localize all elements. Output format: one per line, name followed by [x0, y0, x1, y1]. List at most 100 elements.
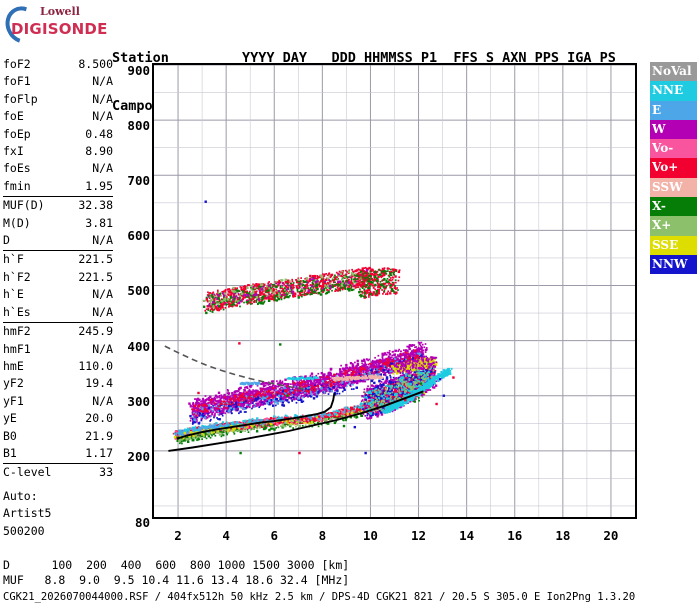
footer-file-row: CGK21_2026070044000.RSF / 404fx512h 50 k…	[3, 590, 635, 605]
x-tick-label: 2	[174, 528, 182, 543]
legend-item-w[interactable]: W	[650, 120, 697, 139]
param-value: 21.9	[85, 428, 113, 445]
param-value: 3.81	[85, 215, 113, 232]
y-tick-label: 800	[127, 118, 150, 133]
footer-distance-row: D 100 200 400 600 800 1000 1500 3000 [km…	[3, 558, 635, 573]
x-tick-label: 8	[319, 528, 327, 543]
param-key: foEp	[3, 126, 31, 143]
legend-item-noval[interactable]: NoVal	[650, 62, 697, 81]
param-key: hmF1	[3, 341, 31, 358]
auto-code: 500200	[3, 523, 113, 540]
param-key: B1	[3, 445, 17, 462]
param-value: N/A	[92, 232, 113, 249]
param-key: foEs	[3, 160, 31, 177]
legend-item-x-[interactable]: X-	[650, 197, 697, 216]
param-value: 32.38	[78, 197, 113, 214]
param-row: D N/A	[3, 232, 113, 249]
legend-item-x-[interactable]: X+	[650, 216, 697, 235]
param-key: M(D)	[3, 215, 31, 232]
param-key: foE	[3, 108, 24, 125]
param-row: fmin 1.95	[3, 178, 113, 195]
logo-digisonde-text: DIGISONDE	[11, 20, 108, 38]
x-tick-label: 16	[507, 528, 522, 543]
param-value: 221.5	[78, 269, 113, 286]
param-key: yF2	[3, 375, 24, 392]
param-value: 110.0	[78, 358, 113, 375]
param-key: D	[3, 232, 10, 249]
param-row: fxI 8.90	[3, 143, 113, 160]
param-row: h`Es N/A	[3, 304, 113, 321]
param-value: 33	[99, 464, 113, 481]
y-tick-label: 900	[127, 63, 150, 78]
param-row: yF2 19.4	[3, 375, 113, 392]
param-row: MUF(D) 32.38	[3, 197, 113, 214]
param-value: N/A	[92, 341, 113, 358]
y-tick-label: 400	[127, 339, 150, 354]
param-value: 1.17	[85, 445, 113, 462]
digisonde-logo: Lowell DIGISONDE	[2, 3, 114, 41]
param-key: foF1	[3, 73, 31, 90]
x-tick-label: 10	[363, 528, 378, 543]
param-row: M(D) 3.81	[3, 215, 113, 232]
param-key: MUF(D)	[3, 197, 45, 214]
ionogram-plot-area[interactable]	[152, 63, 637, 519]
param-value: N/A	[92, 108, 113, 125]
param-key: h`Es	[3, 304, 31, 321]
y-tick-label: 200	[127, 449, 150, 464]
logo-lowell-text: Lowell	[40, 5, 80, 18]
y-tick-label: 80	[135, 515, 150, 530]
param-value: 245.9	[78, 323, 113, 340]
scatter-points	[173, 201, 455, 455]
param-value: 8.90	[85, 143, 113, 160]
param-key: fmin	[3, 178, 31, 195]
legend-item-vo-[interactable]: Vo+	[650, 158, 697, 177]
y-tick-label: 600	[127, 228, 150, 243]
param-value: N/A	[92, 91, 113, 108]
x-tick-label: 20	[603, 528, 618, 543]
param-key: fxI	[3, 143, 24, 160]
x-tick-label: 18	[555, 528, 570, 543]
x-tick-label: 4	[222, 528, 230, 543]
x-tick-label: 12	[411, 528, 426, 543]
param-value: 1.95	[85, 178, 113, 195]
x-tick-label: 6	[270, 528, 278, 543]
legend-item-vo-[interactable]: Vo-	[650, 139, 697, 158]
param-value: 19.4	[85, 375, 113, 392]
param-key: hmF2	[3, 323, 31, 340]
param-value: 221.5	[78, 251, 113, 268]
ionogram-canvas	[154, 65, 635, 517]
param-value: 0.48	[85, 126, 113, 143]
y-tick-label: 300	[127, 394, 150, 409]
legend-item-sse[interactable]: SSE	[650, 236, 697, 255]
legend-item-ssw[interactable]: SSW	[650, 178, 697, 197]
legend-item-nne[interactable]: NNE	[650, 81, 697, 100]
footer-muf-row: MUF 8.8 9.0 9.5 10.4 11.6 13.4 18.6 32.4…	[3, 573, 635, 588]
param-row: B1 1.17	[3, 445, 113, 462]
param-row: foE N/A	[3, 108, 113, 125]
param-value: N/A	[92, 304, 113, 321]
param-row: hmF2 245.9	[3, 323, 113, 340]
param-key: foF2	[3, 56, 31, 73]
legend-item-e[interactable]: E	[650, 101, 697, 120]
param-value: 8.500	[78, 56, 113, 73]
param-key: hmE	[3, 358, 24, 375]
legend-item-nnw[interactable]: NNW	[650, 255, 697, 274]
y-tick-label: 500	[127, 283, 150, 298]
footer-info: D 100 200 400 600 800 1000 1500 3000 [km…	[3, 558, 635, 605]
